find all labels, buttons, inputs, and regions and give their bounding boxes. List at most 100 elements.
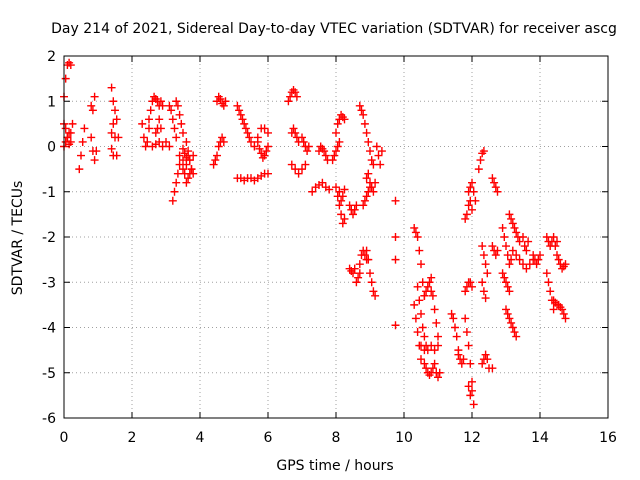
data-point [320,147,329,156]
x-tick-label: 16 [599,430,617,446]
data-point [158,101,167,110]
data-point [468,377,476,386]
data-point [65,128,74,137]
data-point [298,133,306,142]
data-point [468,282,476,291]
data-point [68,119,77,128]
data-point [519,260,527,269]
data-point [362,192,371,201]
data-point [553,237,561,246]
data-point [291,88,300,97]
data-point [553,251,561,260]
data-point [292,92,301,101]
data-point [155,137,164,146]
plot-area-frame [63,55,609,419]
data-point [415,296,424,305]
data-point [522,246,531,255]
data-point [213,151,221,160]
data-point [410,223,419,232]
data-point [519,233,527,241]
data-point [109,151,118,160]
data-point [111,106,119,115]
data-point [170,124,179,133]
data-point [469,187,478,196]
data-point [498,269,507,278]
data-point [534,255,543,264]
data-point [466,278,475,287]
data-point [377,147,386,156]
data-point [143,137,152,146]
x-axis-label: GPS time / hours [276,458,393,474]
y-tick-label: 0 [47,140,56,156]
data-point [340,214,349,223]
x-tick-labels: 0 2 4 6 8 10 12 14 16 [60,430,617,446]
data-point [505,314,514,323]
data-point [500,233,509,241]
data-point [360,119,369,128]
data-point [216,94,225,103]
data-point [427,273,436,282]
data-point [512,228,521,237]
data-point [515,237,524,246]
data-point [345,201,354,210]
data-point [264,142,272,151]
data-point [502,242,510,251]
y-tick-label: -5 [42,366,56,382]
data-point [286,92,295,101]
data-point [138,119,147,128]
data-point [109,119,118,128]
data-point [362,128,371,137]
data-point [503,309,512,318]
x-tick-label: 10 [395,430,413,446]
data-point [349,269,357,278]
data-point [428,364,437,373]
data-point [413,328,422,337]
data-point [371,178,380,187]
data-point [471,196,480,205]
data-point [187,165,196,174]
data-point [172,97,181,106]
data-point [498,223,507,232]
data-point [253,137,262,146]
data-point [156,124,165,133]
data-point [219,137,228,146]
data-point [491,251,500,260]
data-point [61,124,70,133]
data-point [469,400,478,409]
x-tick-label: 14 [531,430,549,446]
data-point [77,151,85,160]
data-point [301,160,310,169]
data-point [462,328,471,337]
data-point [461,314,470,323]
data-point [107,128,116,137]
data-point [391,321,400,330]
data-point [304,142,313,151]
data-point [332,128,340,137]
data-point [355,101,364,110]
data-point [179,165,187,174]
data-point [209,160,218,169]
data-point [299,137,308,146]
data-point [447,309,456,318]
data-point [488,174,497,183]
data-point [168,196,177,205]
data-point [291,165,300,174]
data-point [428,291,437,300]
x-tick-label: 0 [60,430,69,446]
data-point [364,255,373,264]
data-point [260,124,269,133]
data-point [493,246,502,255]
data-point [425,278,434,287]
data-point [66,137,75,146]
data-point [243,128,252,137]
data-point [483,355,492,364]
data-point [488,364,497,373]
data-point [391,233,400,241]
data-point [355,269,364,278]
data-point [165,142,174,151]
data-point [457,359,466,368]
data-point [430,305,439,314]
data-point [352,278,361,287]
data-point [464,382,473,391]
data-point [262,147,271,156]
